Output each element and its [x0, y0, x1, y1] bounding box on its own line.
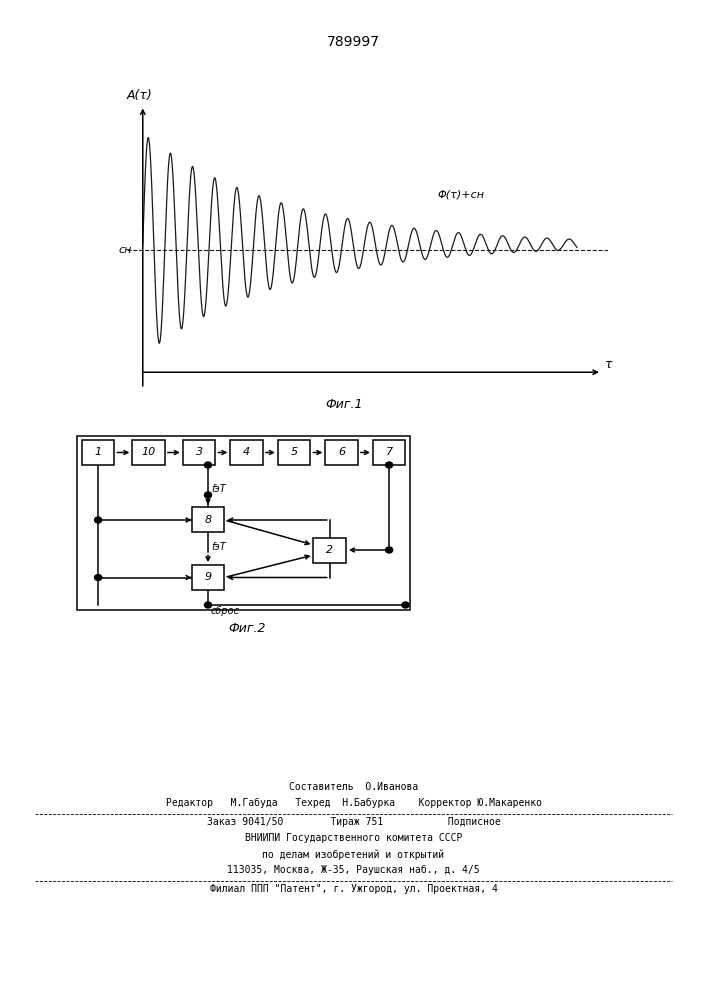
- Bar: [132, 440, 165, 465]
- Circle shape: [95, 574, 102, 580]
- Bar: [77, 436, 410, 610]
- Text: по делам изобретений и открытий: по делам изобретений и открытий: [262, 849, 445, 859]
- Circle shape: [402, 602, 409, 608]
- Text: сброс: сброс: [211, 606, 240, 616]
- Bar: [325, 440, 358, 465]
- Text: fэT: fэT: [211, 484, 226, 494]
- Text: 7: 7: [385, 447, 392, 457]
- Text: 9: 9: [204, 572, 211, 582]
- Bar: [192, 507, 224, 532]
- Text: 10: 10: [141, 447, 156, 457]
- Text: 2: 2: [326, 545, 333, 555]
- Circle shape: [95, 517, 102, 523]
- Bar: [278, 440, 310, 465]
- Bar: [192, 565, 224, 590]
- Text: Составитель  О.Иванова: Составитель О.Иванова: [289, 782, 418, 792]
- Text: τ: τ: [605, 358, 612, 371]
- Circle shape: [385, 547, 392, 553]
- Text: fэT: fэT: [211, 541, 226, 551]
- Text: Φ(τ)+cн: Φ(τ)+cн: [438, 189, 484, 199]
- Text: 4: 4: [243, 447, 250, 457]
- Text: 8: 8: [204, 515, 211, 525]
- Text: A(τ): A(τ): [127, 89, 153, 102]
- Text: Филиал ППП "Патент", г. Ужгород, ул. Проектная, 4: Филиал ППП "Патент", г. Ужгород, ул. Про…: [209, 884, 498, 894]
- Text: ВНИИПИ Государственного комитета СССР: ВНИИПИ Государственного комитета СССР: [245, 833, 462, 843]
- Bar: [313, 537, 346, 562]
- Text: 113035, Москва, Ж-35, Раушская наб., д. 4/5: 113035, Москва, Ж-35, Раушская наб., д. …: [227, 865, 480, 875]
- Circle shape: [204, 462, 211, 468]
- Text: 6: 6: [338, 447, 345, 457]
- Circle shape: [385, 462, 392, 468]
- Text: 1: 1: [95, 447, 102, 457]
- Text: 3: 3: [196, 447, 203, 457]
- Bar: [373, 440, 405, 465]
- Circle shape: [204, 602, 211, 608]
- Text: Редактор   М.Габуда   Техред  Н.Бабурка    Корректор Ю.Макаренко: Редактор М.Габуда Техред Н.Бабурка Корре…: [165, 798, 542, 808]
- Text: Заказ 9041/50        Тираж 751           Подписное: Заказ 9041/50 Тираж 751 Подписное: [206, 817, 501, 827]
- Bar: [182, 440, 216, 465]
- Bar: [82, 440, 115, 465]
- Text: 5: 5: [291, 447, 298, 457]
- Text: Фиг.1: Фиг.1: [326, 398, 363, 411]
- Text: 789997: 789997: [327, 35, 380, 49]
- Circle shape: [204, 492, 211, 498]
- Text: Фиг.2: Фиг.2: [228, 622, 265, 636]
- Text: cн: cн: [119, 245, 132, 255]
- Bar: [230, 440, 263, 465]
